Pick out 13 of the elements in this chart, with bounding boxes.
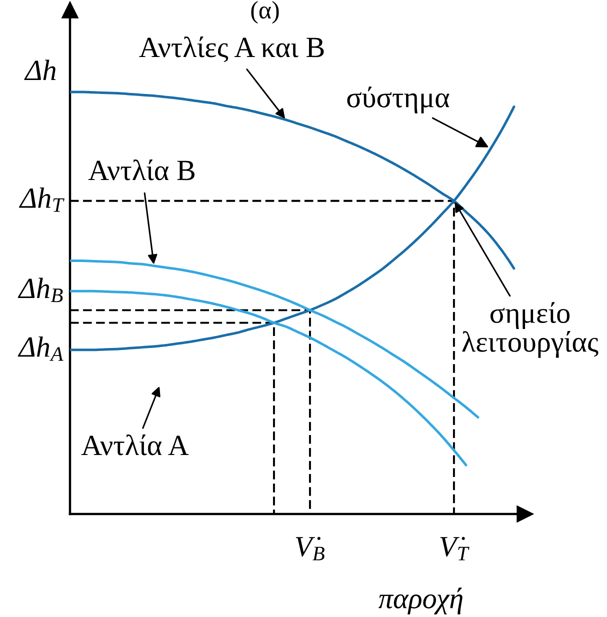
annotation: σημείο λειτουργίας	[462, 302, 598, 358]
annotation: Αντλία Α	[81, 434, 189, 456]
text: Αντλία Β	[88, 159, 194, 180]
text: Δh$_{T}$	[18, 187, 64, 212]
y-axis-title: Δh	[24, 60, 56, 80]
annotation: σύστημα	[347, 86, 450, 114]
series-label: Αντλίες Α και Β	[139, 36, 324, 62]
chart-title: (α)	[251, 1, 279, 24]
text: Δh$_{A}$	[18, 336, 64, 361]
x-axis-title: παροχή	[378, 588, 462, 614]
text: Δh$_{B}$	[18, 278, 63, 302]
x-tick-label: V̇$_{T}$	[440, 536, 470, 560]
x-tick-label: V̇$_{B}$	[296, 536, 324, 560]
